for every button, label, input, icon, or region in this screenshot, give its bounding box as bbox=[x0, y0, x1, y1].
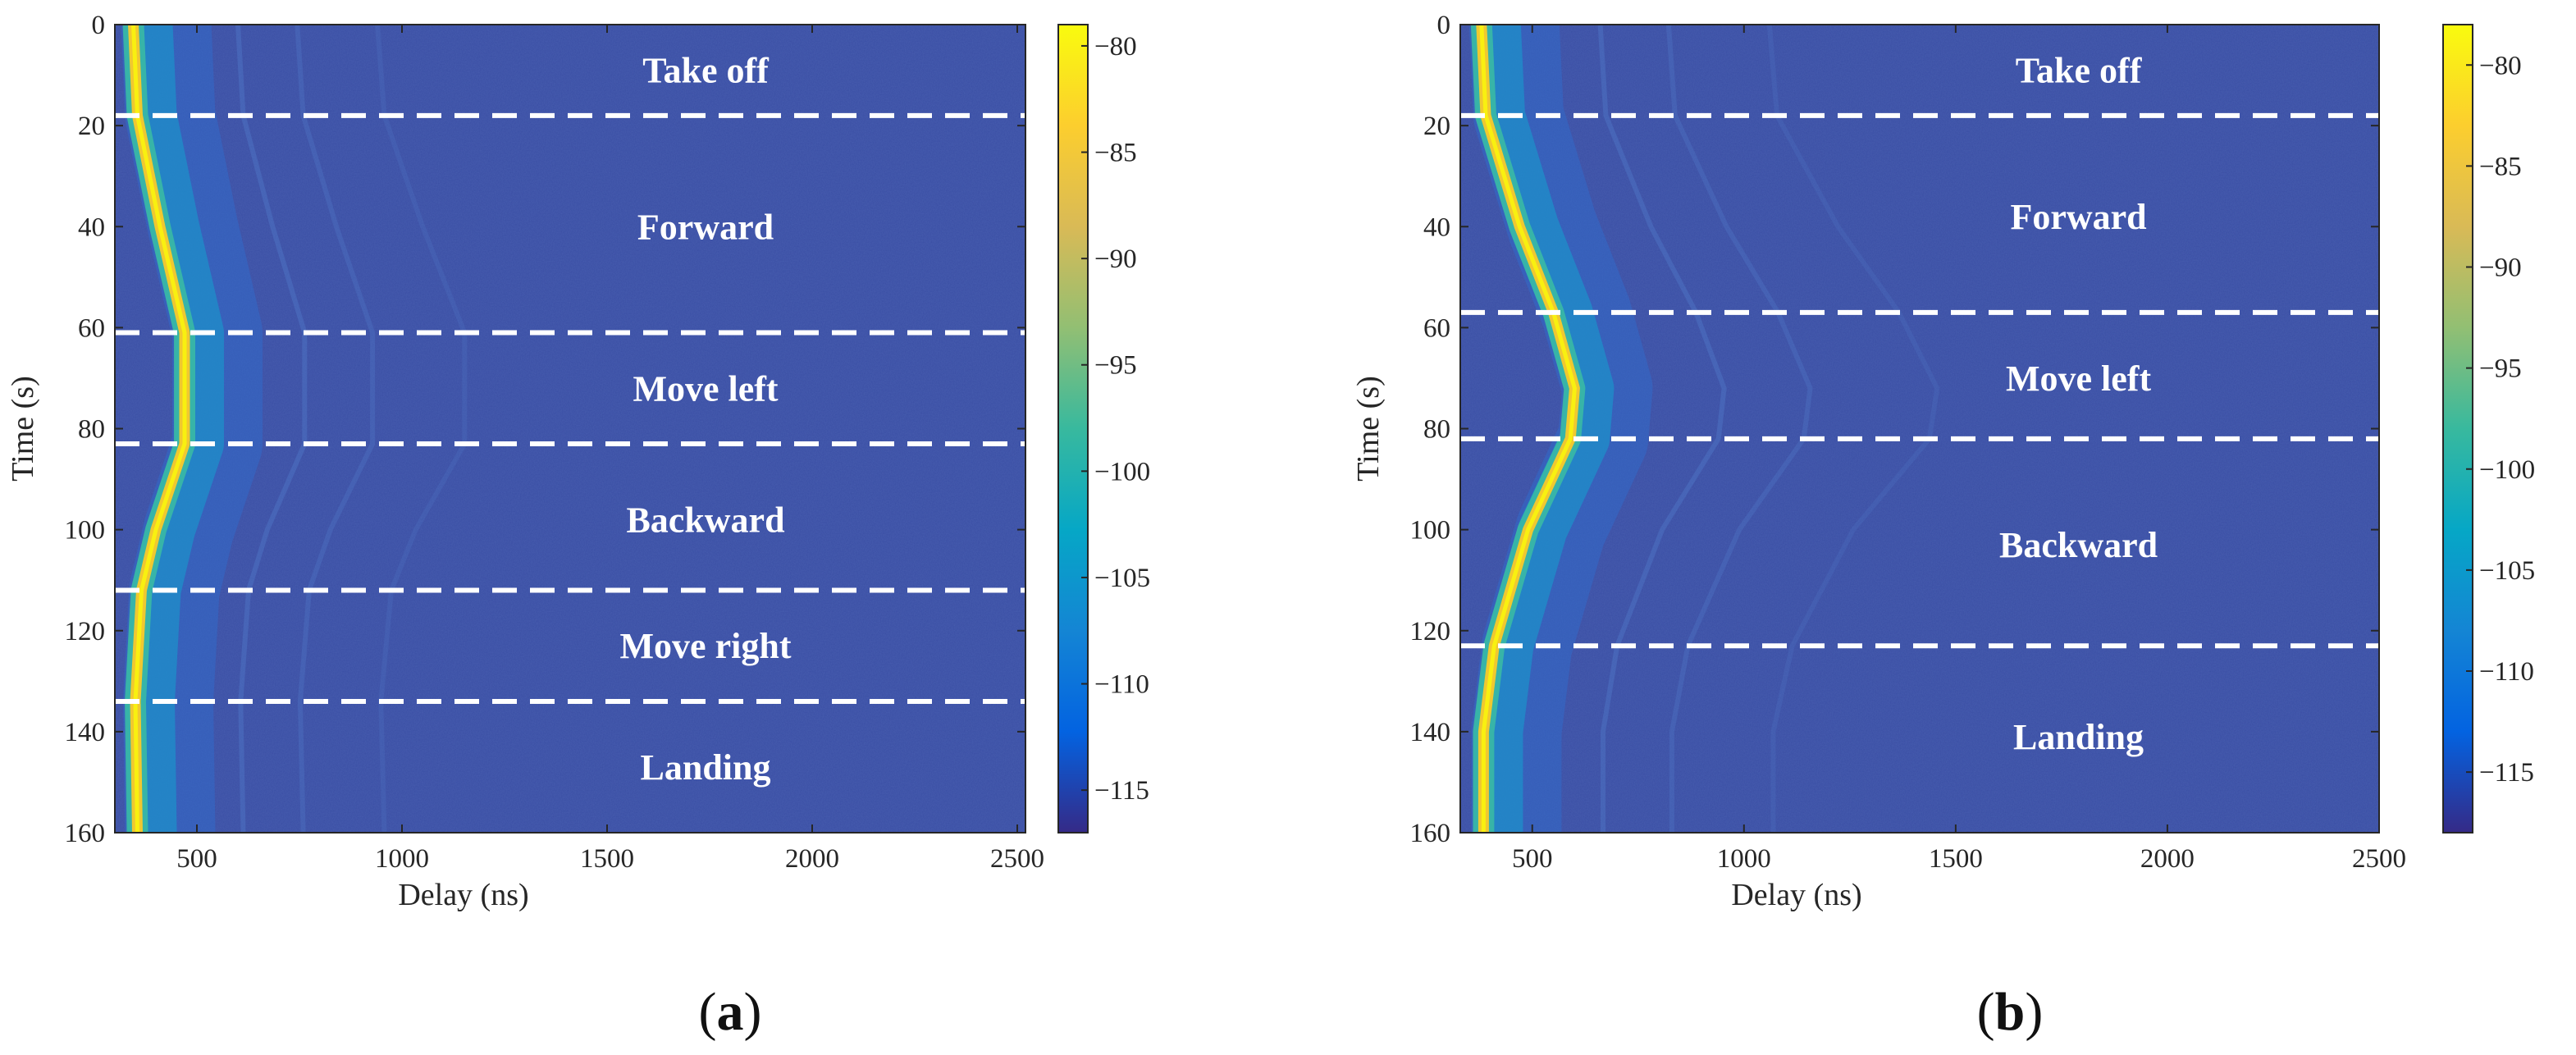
x-axis-label: Delay (ns) bbox=[398, 878, 528, 912]
y-axis-label: Time (s) bbox=[1351, 376, 1386, 481]
panel-label-close: ) bbox=[2025, 982, 2043, 1042]
y-tick-label: 120 bbox=[1410, 617, 1451, 646]
y-tick-label: 120 bbox=[65, 617, 106, 646]
y-tick-label: 80 bbox=[78, 415, 105, 445]
phase-label: Landing bbox=[641, 747, 771, 788]
colorbar-tick-label: −105 bbox=[2479, 556, 2535, 586]
colorbar-tick-label: −105 bbox=[1094, 564, 1150, 593]
panel-label-letter: a bbox=[717, 982, 744, 1042]
x-tick-label: 2500 bbox=[990, 844, 1044, 874]
panel-label-close: ) bbox=[744, 982, 762, 1042]
panel-label: (a) bbox=[699, 982, 762, 1042]
y-tick-label: 80 bbox=[1423, 415, 1450, 445]
colorbar bbox=[1058, 25, 1088, 833]
colorbar-tick-label: −115 bbox=[1094, 776, 1149, 806]
colorbar-tick-label: −110 bbox=[1094, 670, 1149, 700]
heatmap-content: Take off Forward Move left Backward Landing bbox=[1460, 25, 2379, 833]
colorbar-tick-label: −90 bbox=[1094, 244, 1137, 274]
x-tick-label: 1000 bbox=[375, 844, 429, 874]
colorbar-tick-label: −85 bbox=[1094, 139, 1137, 168]
echo-path bbox=[295, 25, 376, 833]
y-tick-label: 160 bbox=[65, 819, 106, 848]
x-tick-label: 2000 bbox=[785, 844, 839, 874]
colorbar-tick-label: −95 bbox=[2479, 354, 2522, 384]
colorbar-tick-label: −110 bbox=[2479, 657, 2534, 687]
phase-label: Take off bbox=[642, 50, 770, 90]
colorbar-tick-label: −115 bbox=[2479, 758, 2534, 788]
phase-label: Backward bbox=[1999, 525, 2158, 565]
y-axis-label: Time (s) bbox=[6, 376, 40, 481]
panel-label-open: ( bbox=[699, 982, 717, 1042]
echo-path bbox=[1766, 25, 1940, 833]
y-tick-label: 140 bbox=[1410, 718, 1451, 747]
phase-label: Move right bbox=[620, 626, 792, 666]
phase-label: Move left bbox=[2006, 359, 2151, 399]
y-tick-label: 60 bbox=[1423, 313, 1450, 343]
x-tick-label: 1500 bbox=[1929, 844, 1983, 874]
panel-label-open: ( bbox=[1977, 982, 1995, 1042]
colorbar-tick-label: −100 bbox=[1094, 457, 1150, 486]
y-tick-label: 100 bbox=[1410, 516, 1451, 546]
heatmap-noise bbox=[115, 25, 1025, 833]
colorbar-tick-label: −95 bbox=[1094, 351, 1137, 381]
x-tick-label: 1000 bbox=[1717, 844, 1771, 874]
main-path-peak bbox=[1479, 25, 1577, 833]
phase-label: Move left bbox=[633, 368, 778, 409]
colorbar-frame bbox=[1057, 24, 1089, 833]
x-tick-label: 2000 bbox=[2140, 844, 2195, 874]
colorbar bbox=[2443, 25, 2473, 833]
colorbar-tick-label: −100 bbox=[2479, 455, 2535, 485]
phase-label: Landing bbox=[2013, 717, 2144, 757]
panel-a: Take off Forward Move left Backward Move rig… bbox=[6, 11, 1150, 1042]
x-axis-label: Delay (ns) bbox=[1731, 878, 1861, 912]
x-tick-label: 2500 bbox=[2352, 844, 2406, 874]
y-tick-label: 40 bbox=[1423, 212, 1450, 242]
colorbar-tick-label: −80 bbox=[2479, 51, 2522, 80]
y-tick-label: 20 bbox=[1423, 112, 1450, 141]
y-tick-label: 100 bbox=[65, 516, 106, 546]
colorbar-frame bbox=[2442, 24, 2473, 833]
y-tick-label: 160 bbox=[1410, 819, 1451, 848]
y-tick-label: 0 bbox=[1437, 11, 1451, 40]
panel-b: Take off Forward Move left Backward Landing 0… bbox=[1351, 11, 2535, 1042]
x-tick-label: 500 bbox=[176, 844, 217, 874]
x-tick-label: 500 bbox=[1512, 844, 1553, 874]
main-path-glow bbox=[1471, 25, 1615, 833]
x-tick-label: 1500 bbox=[580, 844, 634, 874]
heatmap-noise bbox=[1460, 25, 2379, 833]
echo-path bbox=[1665, 25, 1813, 833]
y-tick-label: 60 bbox=[78, 313, 105, 343]
colorbar-tick-label: −80 bbox=[1094, 32, 1137, 62]
panel-label-letter: b bbox=[1995, 982, 2026, 1042]
heatmap-content: Take off Forward Move left Backward Move rig… bbox=[115, 25, 1025, 833]
y-tick-label: 140 bbox=[65, 718, 106, 747]
phase-label: Forward bbox=[2010, 197, 2146, 237]
colorbar-tick-label: −90 bbox=[2479, 253, 2522, 283]
phase-label: Backward bbox=[626, 500, 784, 540]
echo-path bbox=[1597, 25, 1727, 833]
phase-label: Take off bbox=[2016, 50, 2143, 90]
y-tick-label: 40 bbox=[78, 212, 105, 242]
y-tick-label: 20 bbox=[78, 112, 105, 141]
main-path-peak bbox=[131, 25, 187, 833]
phase-label: Forward bbox=[637, 207, 774, 247]
y-tick-label: 0 bbox=[92, 11, 106, 40]
colorbar-tick-label: −85 bbox=[2479, 152, 2522, 181]
panel-label: (b) bbox=[1977, 982, 2044, 1042]
